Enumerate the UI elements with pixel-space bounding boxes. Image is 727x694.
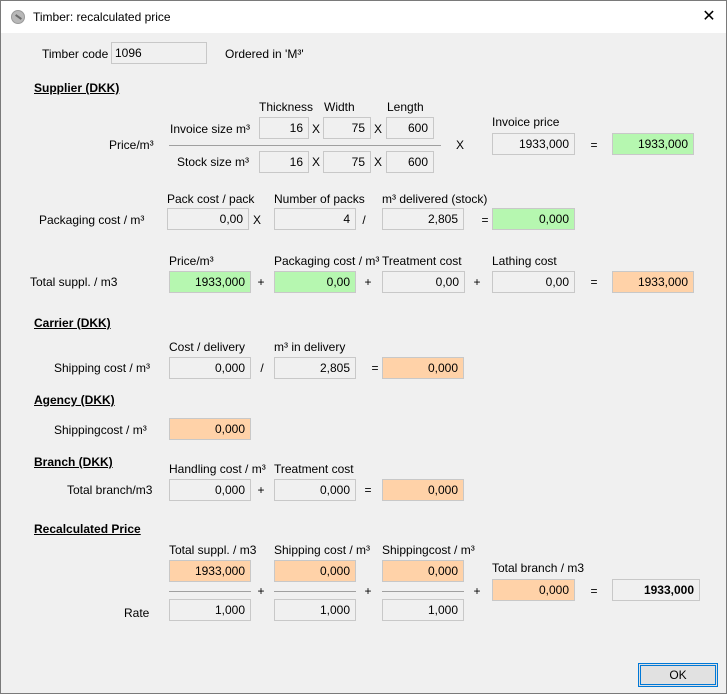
- times-operator: X: [373, 122, 382, 136]
- recalc-shipping-header: Shipping cost / m³: [274, 543, 371, 557]
- recalc-section-title: Recalculated Price: [34, 522, 141, 536]
- number-of-packs-field[interactable]: 4: [274, 208, 356, 230]
- agency-shipping-label: Shippingcost / m³: [54, 423, 147, 437]
- total-lathing-field[interactable]: 0,00: [492, 271, 575, 293]
- stock-width-field[interactable]: 75: [323, 151, 371, 173]
- rate-label: Rate: [124, 606, 150, 620]
- supplier-section-title: Supplier (DKK): [34, 81, 120, 95]
- plus-operator: +: [473, 275, 481, 289]
- invoice-price-field[interactable]: 1933,000: [492, 133, 575, 155]
- packaging-cost-label: Packaging cost / m³: [39, 213, 145, 227]
- total-treatment-field[interactable]: 0,00: [382, 271, 465, 293]
- equals-operator: =: [590, 138, 598, 152]
- treatment-cost-header: Treatment cost: [382, 254, 462, 268]
- total-supplier-result-field[interactable]: 1933,000: [612, 271, 694, 293]
- timber-app-icon: [11, 10, 25, 24]
- fraction-line: [169, 591, 251, 592]
- m3-delivered-field[interactable]: 2,805: [382, 208, 464, 230]
- fraction-line: [274, 591, 356, 592]
- recalc-suppl-header: Total suppl. / m3: [169, 543, 257, 557]
- branch-treatment-header: Treatment cost: [274, 462, 354, 476]
- price-result-field[interactable]: 1933,000: [612, 133, 694, 155]
- recalc-suppl-field[interactable]: 1933,000: [169, 560, 251, 582]
- shipping-cost-label: Shipping cost / m³: [54, 361, 151, 375]
- plus-operator: +: [257, 584, 265, 598]
- price-m3-label: Price/m³: [109, 138, 154, 152]
- ordered-in-label: Ordered in 'M³': [225, 47, 304, 61]
- carrier-shipping-result-field[interactable]: 0,000: [382, 357, 464, 379]
- plus-operator: +: [257, 275, 265, 289]
- handling-cost-header: Handling cost / m³: [169, 462, 266, 476]
- ok-button[interactable]: OK: [638, 663, 718, 687]
- thickness-header: Thickness: [259, 100, 314, 114]
- rate-field-1[interactable]: 1,000: [169, 599, 251, 621]
- plus-operator: +: [257, 483, 265, 497]
- equals-operator: =: [371, 361, 379, 375]
- window-title: Timber: recalculated price: [33, 10, 171, 24]
- packaging-cost-header: Packaging cost / m³: [274, 254, 380, 268]
- invoice-size-label: Invoice size m³: [170, 122, 251, 136]
- recalc-shipping-field[interactable]: 0,000: [274, 560, 356, 582]
- recalc-branch-field[interactable]: 0,000: [492, 579, 575, 601]
- total-supplier-label: Total suppl. / m3: [30, 275, 118, 289]
- m3-in-delivery-header: m³ in delivery: [274, 340, 346, 354]
- equals-operator: =: [364, 483, 372, 497]
- cost-delivery-field[interactable]: 0,000: [169, 357, 251, 379]
- number-of-packs-header: Number of packs: [274, 192, 365, 206]
- lathing-cost-header: Lathing cost: [492, 254, 557, 268]
- stock-thickness-field[interactable]: 16: [259, 151, 309, 173]
- invoice-price-label: Invoice price: [492, 115, 560, 129]
- recalc-shippingcost-field[interactable]: 0,000: [382, 560, 464, 582]
- agency-section-title: Agency (DKK): [34, 393, 115, 407]
- total-packaging-field[interactable]: 0,00: [274, 271, 356, 293]
- recalc-shippingcost-header: Shippingcost / m³: [382, 543, 475, 557]
- cost-delivery-header: Cost / delivery: [169, 340, 246, 354]
- divide-operator: /: [362, 213, 366, 227]
- invoice-thickness-field[interactable]: 16: [259, 117, 309, 139]
- fraction-line: [382, 591, 464, 592]
- price-m3-header: Price/m³: [169, 254, 214, 268]
- pack-cost-field[interactable]: 0,00: [167, 208, 249, 230]
- branch-section-title: Branch (DKK): [34, 455, 113, 469]
- plus-operator: +: [364, 584, 372, 598]
- stock-size-label: Stock size m³: [177, 155, 250, 169]
- m3-in-delivery-field[interactable]: 2,805: [274, 357, 356, 379]
- times-operator: X: [373, 155, 382, 169]
- times-operator: X: [252, 213, 261, 227]
- invoice-width-field[interactable]: 75: [323, 117, 371, 139]
- fraction-line: [169, 145, 441, 146]
- timber-code-field[interactable]: 1096: [111, 42, 207, 64]
- equals-operator: =: [590, 584, 598, 598]
- timber-code-label: Timber code: [42, 47, 109, 61]
- equals-operator: =: [590, 275, 598, 289]
- agency-shipping-field[interactable]: 0,000: [169, 418, 251, 440]
- times-operator: X: [455, 138, 464, 152]
- total-branch-label: Total branch/m3: [67, 483, 153, 497]
- plus-operator: +: [364, 275, 372, 289]
- title-bar: Timber: recalculated price ✕: [1, 1, 726, 33]
- handling-cost-field[interactable]: 0,000: [169, 479, 251, 501]
- total-price-field[interactable]: 1933,000: [169, 271, 251, 293]
- times-operator: X: [311, 155, 320, 169]
- branch-treatment-field[interactable]: 0,000: [274, 479, 356, 501]
- length-header: Length: [387, 100, 424, 114]
- rate-field-2[interactable]: 1,000: [274, 599, 356, 621]
- plus-operator: +: [473, 584, 481, 598]
- carrier-section-title: Carrier (DKK): [34, 316, 111, 330]
- times-operator: X: [311, 122, 320, 136]
- width-header: Width: [324, 100, 355, 114]
- close-icon[interactable]: ✕: [702, 8, 716, 25]
- branch-result-field[interactable]: 0,000: [382, 479, 464, 501]
- divide-operator: /: [260, 361, 264, 375]
- invoice-length-field[interactable]: 600: [386, 117, 434, 139]
- m3-delivered-header: m³ delivered (stock): [382, 192, 488, 206]
- packaging-result-field[interactable]: 0,000: [492, 208, 575, 230]
- equals-operator: =: [481, 213, 489, 227]
- recalc-branch-header: Total branch / m3: [492, 561, 585, 575]
- stock-length-field[interactable]: 600: [386, 151, 434, 173]
- pack-cost-header: Pack cost / pack: [167, 192, 255, 206]
- rate-field-3[interactable]: 1,000: [382, 599, 464, 621]
- recalculated-price-result[interactable]: 1933,000: [612, 579, 700, 601]
